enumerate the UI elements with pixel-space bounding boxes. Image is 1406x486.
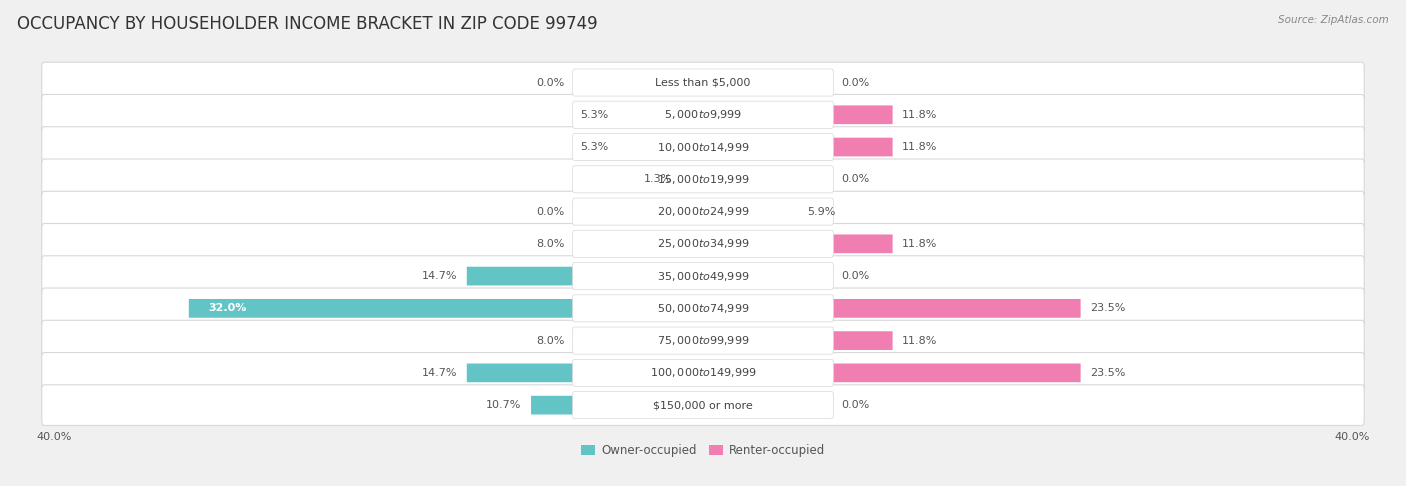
FancyBboxPatch shape [572,198,834,225]
Text: 11.8%: 11.8% [903,142,938,152]
Text: 11.8%: 11.8% [903,336,938,346]
FancyBboxPatch shape [572,295,834,322]
Text: $50,000 to $74,999: $50,000 to $74,999 [657,302,749,315]
FancyBboxPatch shape [831,364,1081,382]
Text: 23.5%: 23.5% [1090,303,1126,313]
Legend: Owner-occupied, Renter-occupied: Owner-occupied, Renter-occupied [576,439,830,462]
Text: 8.0%: 8.0% [537,336,565,346]
Text: 11.8%: 11.8% [903,239,938,249]
Text: $25,000 to $34,999: $25,000 to $34,999 [657,237,749,250]
FancyBboxPatch shape [572,262,834,290]
FancyBboxPatch shape [42,94,1364,135]
Text: 5.3%: 5.3% [579,142,609,152]
Text: 14.7%: 14.7% [422,368,457,378]
Text: 5.9%: 5.9% [807,207,835,217]
FancyBboxPatch shape [42,159,1364,200]
Text: $5,000 to $9,999: $5,000 to $9,999 [664,108,742,122]
FancyBboxPatch shape [42,320,1364,361]
Text: 0.0%: 0.0% [841,400,869,410]
Text: 0.0%: 0.0% [841,174,869,184]
FancyBboxPatch shape [572,392,834,418]
FancyBboxPatch shape [831,234,893,253]
FancyBboxPatch shape [572,69,834,96]
Text: OCCUPANCY BY HOUSEHOLDER INCOME BRACKET IN ZIP CODE 99749: OCCUPANCY BY HOUSEHOLDER INCOME BRACKET … [17,15,598,33]
FancyBboxPatch shape [467,267,575,285]
FancyBboxPatch shape [572,134,834,160]
Text: 40.0%: 40.0% [1334,432,1369,442]
Text: 40.0%: 40.0% [37,432,72,442]
Text: $75,000 to $99,999: $75,000 to $99,999 [657,334,749,347]
FancyBboxPatch shape [467,364,575,382]
FancyBboxPatch shape [572,327,834,354]
FancyBboxPatch shape [42,256,1364,296]
Text: 5.3%: 5.3% [579,110,609,120]
FancyBboxPatch shape [42,127,1364,167]
Text: $35,000 to $49,999: $35,000 to $49,999 [657,270,749,282]
Text: $20,000 to $24,999: $20,000 to $24,999 [657,205,749,218]
FancyBboxPatch shape [831,299,1081,318]
Text: Less than $5,000: Less than $5,000 [655,77,751,87]
FancyBboxPatch shape [831,138,893,156]
Text: 14.7%: 14.7% [422,271,457,281]
Text: $100,000 to $149,999: $100,000 to $149,999 [650,366,756,380]
Text: 0.0%: 0.0% [537,77,565,87]
FancyBboxPatch shape [572,230,834,258]
FancyBboxPatch shape [42,288,1364,329]
Text: 0.0%: 0.0% [841,271,869,281]
FancyBboxPatch shape [42,352,1364,393]
FancyBboxPatch shape [572,359,834,386]
FancyBboxPatch shape [572,101,834,128]
FancyBboxPatch shape [831,331,893,350]
FancyBboxPatch shape [831,105,893,124]
FancyBboxPatch shape [572,166,834,193]
FancyBboxPatch shape [42,224,1364,264]
FancyBboxPatch shape [42,191,1364,232]
Text: 32.0%: 32.0% [208,303,246,313]
Text: 1.3%: 1.3% [644,174,672,184]
Text: 23.5%: 23.5% [1090,368,1126,378]
Text: $15,000 to $19,999: $15,000 to $19,999 [657,173,749,186]
Text: Source: ZipAtlas.com: Source: ZipAtlas.com [1278,15,1389,25]
Text: 0.0%: 0.0% [841,77,869,87]
FancyBboxPatch shape [42,62,1364,103]
Text: 10.7%: 10.7% [486,400,522,410]
FancyBboxPatch shape [188,299,575,318]
Text: $10,000 to $14,999: $10,000 to $14,999 [657,140,749,154]
Text: 8.0%: 8.0% [537,239,565,249]
Text: 0.0%: 0.0% [537,207,565,217]
Text: 11.8%: 11.8% [903,110,938,120]
FancyBboxPatch shape [42,385,1364,425]
Text: $150,000 or more: $150,000 or more [654,400,752,410]
FancyBboxPatch shape [531,396,575,415]
